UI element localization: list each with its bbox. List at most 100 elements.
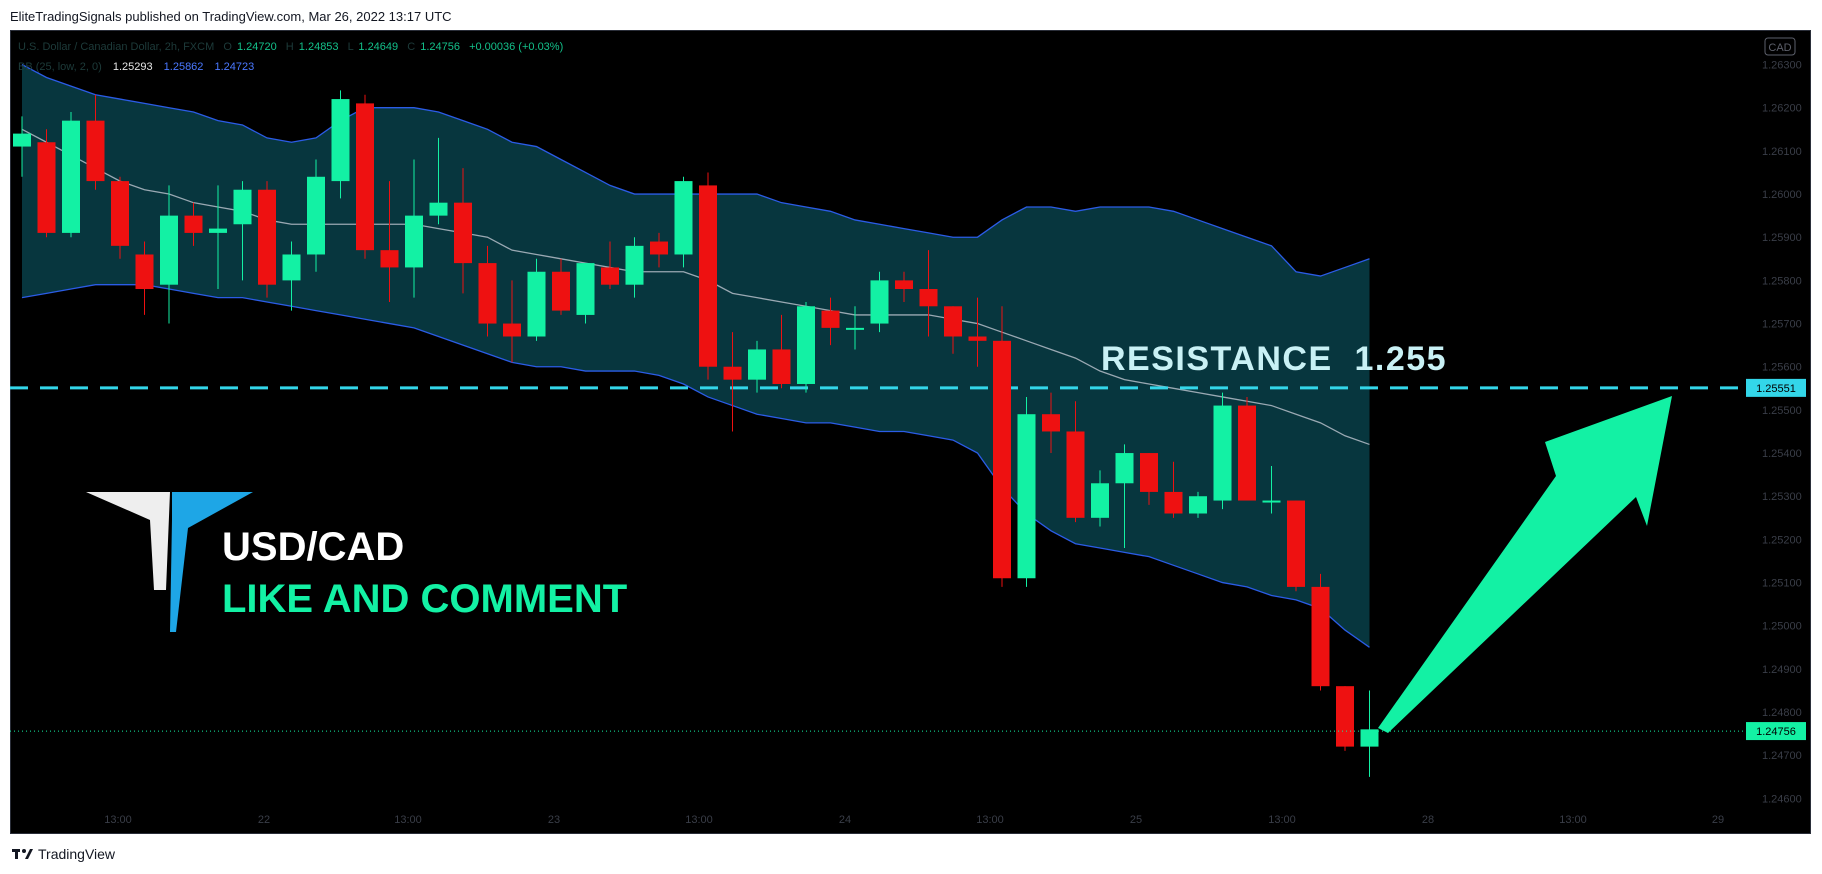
candle: [625, 237, 644, 298]
candle-body: [184, 215, 203, 233]
tradingview-brand: TradingView: [38, 846, 116, 862]
price-tick-label: 1.26300: [1762, 60, 1802, 72]
time-axis[interactable]: 13:00 22 13:00 23 13:00 24 13:00 25 13:00 28 13:00…: [104, 814, 1724, 826]
currency-badge[interactable]: CAD: [1764, 37, 1796, 56]
candle: [282, 241, 301, 311]
time-tick-label: 13:00: [1559, 814, 1587, 826]
candle: [993, 306, 1011, 587]
price-tick-label: 1.24700: [1762, 750, 1802, 762]
time-tick-label: 23: [548, 814, 560, 826]
candle-body: [356, 103, 374, 251]
pair-label: USD/CAD: [222, 525, 404, 569]
candle: [258, 181, 276, 298]
candle-body: [576, 263, 595, 315]
candle-body: [870, 280, 889, 324]
candle-body: [1238, 405, 1256, 501]
candle-body: [111, 181, 129, 246]
candle-body: [1311, 586, 1330, 687]
candle: [699, 172, 717, 380]
price-tick-label: 1.25600: [1762, 362, 1802, 374]
price-axis[interactable]: 1.26300 1.26200 1.26100 1.26000 1.25900 1.258…: [1746, 60, 1806, 806]
candle: [380, 181, 399, 302]
time-tick-label: 25: [1130, 814, 1142, 826]
candle-body: [405, 215, 423, 268]
candle-body: [282, 254, 301, 281]
price-tick-label: 1.25100: [1762, 578, 1802, 590]
candle: [1091, 470, 1109, 527]
candle-body: [944, 306, 962, 337]
candle-body: [723, 366, 742, 380]
bb-lower-line: [21, 284, 1370, 648]
legend-symbol: U.S. Dollar / Canadian Dollar, 2h, FXCM: [18, 41, 214, 53]
tradingview-footer[interactable]: TradingView: [12, 846, 115, 862]
candle-body: [160, 215, 178, 285]
legend: U.S. Dollar / Canadian Dollar, 2h, FXCM …: [18, 41, 563, 73]
candle: [552, 258, 570, 315]
candle-body: [86, 120, 105, 182]
candle: [454, 168, 472, 294]
candle: [1336, 686, 1354, 751]
candle: [62, 112, 80, 238]
currency-badge-label: CAD: [1768, 42, 1791, 54]
candle: [86, 94, 105, 190]
price-tick-label: 1.25500: [1762, 405, 1802, 417]
candle-body: [62, 120, 80, 233]
candle-body: [1017, 414, 1036, 579]
price-tick-label: 1.25900: [1762, 232, 1802, 244]
time-tick-label: 22: [258, 814, 270, 826]
price-tick-label: 1.24900: [1762, 664, 1802, 676]
candle-body: [1066, 431, 1085, 518]
candle-body: [650, 241, 668, 255]
candle: [944, 306, 962, 354]
candle-body: [1115, 453, 1134, 484]
candle-body: [258, 189, 276, 285]
candle: [576, 263, 595, 324]
footer-bar: [0, 834, 1822, 874]
time-tick-label: 29: [1712, 814, 1724, 826]
legend-low-label: L: [348, 41, 354, 53]
candle-body: [527, 271, 546, 337]
candle: [331, 90, 350, 199]
candle: [233, 181, 252, 281]
last-price-badge-bg: [1746, 722, 1806, 741]
candle-body: [454, 202, 472, 264]
candle-body: [797, 306, 815, 384]
candle-body: [699, 185, 717, 367]
candle: [772, 314, 791, 389]
candle: [1311, 573, 1330, 691]
candle: [968, 297, 987, 367]
legend-high-label: H: [286, 41, 294, 53]
time-tick-label: 13:00: [976, 814, 1004, 826]
candle-body: [674, 181, 693, 255]
candle: [503, 280, 521, 363]
candle-body: [1042, 414, 1060, 432]
candle-body: [1091, 483, 1109, 518]
candle: [356, 94, 374, 259]
legend-bb-label: BB (25, low, 2, 0): [18, 61, 102, 73]
candle-body: [233, 189, 252, 225]
candle: [37, 129, 56, 238]
price-tick-label: 1.25700: [1762, 319, 1802, 331]
candle-body: [37, 142, 56, 233]
candle: [919, 250, 938, 337]
candle-body: [968, 336, 987, 341]
cta-label: LIKE AND COMMENT: [222, 577, 627, 621]
legend-high-value: 1.24853: [299, 41, 339, 53]
header-bar: EliteTradingSignals published on Trading…: [0, 0, 1822, 30]
candle: [674, 176, 693, 268]
resistance-price-badge: 1.25551: [1746, 378, 1806, 397]
candle-body: [1213, 405, 1232, 501]
candle-body: [503, 323, 521, 337]
candle: [1262, 466, 1281, 514]
candle-body: [429, 202, 448, 216]
candle: [1140, 453, 1158, 505]
price-tick-label: 1.26000: [1762, 189, 1802, 201]
candle-body: [135, 254, 154, 290]
candle: [895, 271, 913, 302]
candle: [1213, 392, 1232, 510]
legend-bb-basis: 1.25293: [113, 61, 153, 73]
time-tick-label: 28: [1422, 814, 1434, 826]
candle: [13, 116, 31, 177]
price-tick-label: 1.25300: [1762, 491, 1802, 503]
